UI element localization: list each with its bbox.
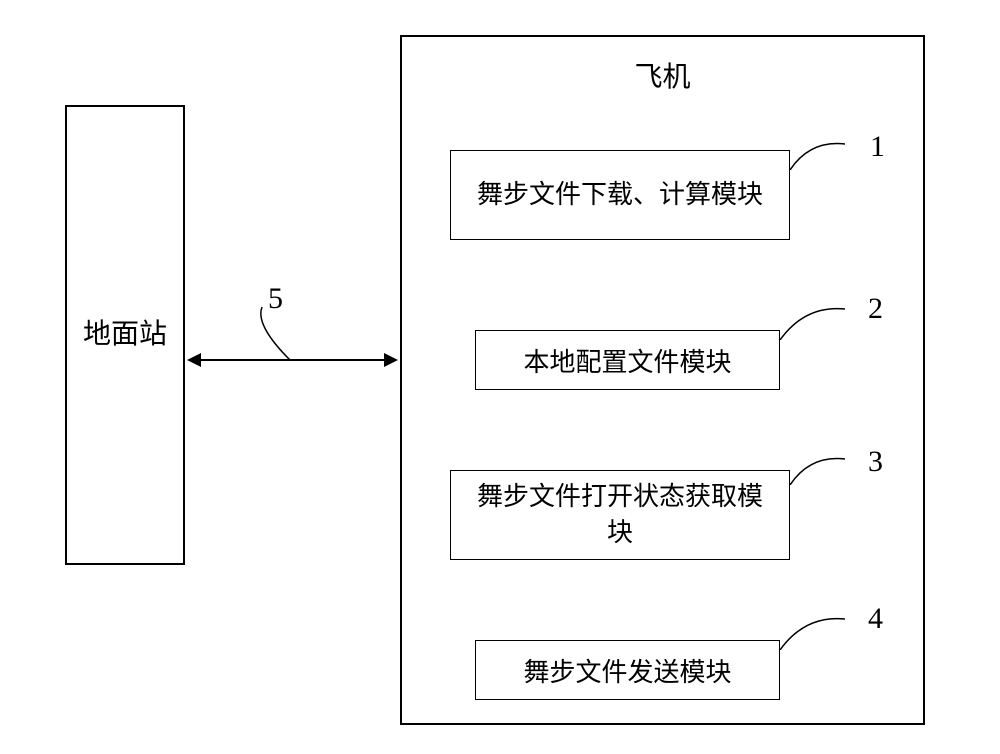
- callout-1: 1: [870, 130, 885, 164]
- module-download-compute-label: 舞步文件下载、计算模块: [477, 177, 763, 213]
- module-send: 舞步文件发送模块: [475, 640, 780, 700]
- module-download-compute: 舞步文件下载、计算模块: [450, 150, 790, 240]
- ground-station-box: 地面站: [65, 105, 185, 565]
- module-local-config: 本地配置文件模块: [475, 330, 780, 390]
- callout-4: 4: [868, 602, 883, 636]
- leader-4: [780, 615, 870, 650]
- leader-1: [790, 140, 870, 170]
- callout-2: 2: [868, 292, 883, 326]
- aircraft-title: 飞机: [402, 55, 923, 95]
- leader-3: [790, 455, 870, 485]
- ground-station-label: 地面站: [83, 321, 167, 349]
- module-local-config-label: 本地配置文件模块: [523, 342, 731, 379]
- callout-3: 3: [868, 445, 883, 479]
- module-open-status-label: 舞步文件打开状态获取模块: [467, 479, 773, 551]
- leader-2: [780, 305, 870, 340]
- callout-5: 5: [268, 282, 283, 316]
- module-open-status: 舞步文件打开状态获取模块: [450, 470, 790, 560]
- module-send-label: 舞步文件发送模块: [523, 652, 731, 689]
